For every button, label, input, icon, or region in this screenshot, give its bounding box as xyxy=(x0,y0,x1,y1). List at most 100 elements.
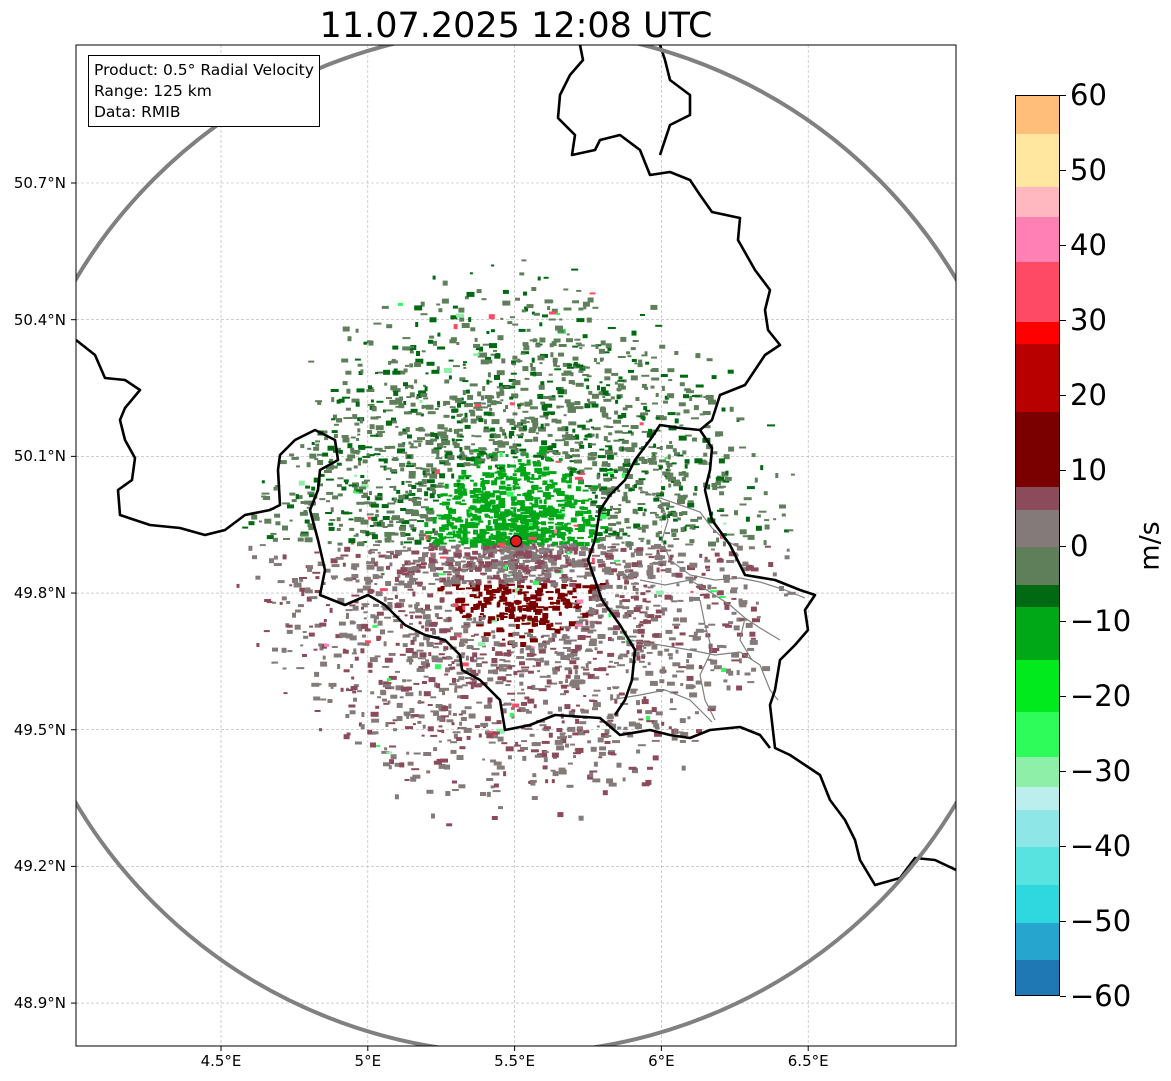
velocity-pixel xyxy=(495,353,501,356)
velocity-pixel xyxy=(608,782,617,787)
velocity-pixel xyxy=(441,501,450,506)
velocity-pixel xyxy=(445,561,454,567)
velocity-pixel xyxy=(602,790,608,796)
velocity-pixel xyxy=(653,723,660,728)
velocity-pixel xyxy=(568,639,577,642)
velocity-pixel xyxy=(499,658,506,661)
velocity-pixel xyxy=(472,537,479,540)
velocity-pixel xyxy=(488,439,495,442)
velocity-pixel xyxy=(557,503,566,507)
velocity-pixel xyxy=(488,535,492,540)
velocity-pixel xyxy=(368,669,373,673)
velocity-pixel xyxy=(485,730,490,735)
velocity-pixel xyxy=(647,662,651,666)
velocity-pixel xyxy=(716,476,725,481)
velocity-pixel xyxy=(607,637,612,641)
velocity-pixel xyxy=(504,554,511,559)
velocity-pixel xyxy=(289,492,296,496)
velocity-pixel xyxy=(549,343,554,348)
velocity-pixel xyxy=(493,434,501,438)
velocity-pixel xyxy=(557,736,562,740)
velocity-pixel xyxy=(460,717,467,721)
velocity-pixel xyxy=(543,757,548,763)
velocity-pixel xyxy=(474,725,480,729)
velocity-pixel xyxy=(602,390,609,396)
velocity-pixel xyxy=(413,440,418,443)
velocity-pixel xyxy=(567,495,574,501)
velocity-pixel xyxy=(341,486,347,491)
velocity-pixel xyxy=(601,489,608,495)
velocity-pixel xyxy=(451,473,455,479)
velocity-pixel xyxy=(560,738,567,744)
velocity-pixel xyxy=(487,520,491,525)
velocity-pixel xyxy=(386,551,395,553)
velocity-pixel xyxy=(679,617,687,623)
velocity-pixel xyxy=(658,594,663,597)
velocity-pixel xyxy=(472,514,478,518)
velocity-pixel xyxy=(561,477,567,483)
velocity-pixel xyxy=(739,604,747,608)
velocity-pixel xyxy=(601,585,606,590)
velocity-pixel xyxy=(561,377,566,382)
velocity-pixel xyxy=(502,513,510,517)
velocity-pixel xyxy=(517,358,521,363)
velocity-pixel xyxy=(411,550,420,555)
velocity-pixel xyxy=(315,440,320,443)
velocity-pixel xyxy=(531,417,539,423)
velocity-pixel xyxy=(567,726,576,732)
velocity-pixel xyxy=(477,515,481,521)
velocity-pixel xyxy=(624,580,630,585)
velocity-pixel xyxy=(547,544,551,548)
velocity-pixel xyxy=(346,388,351,394)
velocity-pixel xyxy=(459,317,465,322)
velocity-pixel xyxy=(464,552,471,557)
velocity-pixel xyxy=(572,381,576,385)
velocity-pixel xyxy=(613,452,618,456)
velocity-pixel xyxy=(405,692,414,697)
velocity-pixel xyxy=(310,596,318,600)
velocity-pixel xyxy=(502,638,505,641)
velocity-pixel xyxy=(385,581,392,586)
velocity-pixel xyxy=(594,596,598,602)
colorbar-segment xyxy=(1016,659,1059,713)
velocity-pixel xyxy=(500,666,504,672)
velocity-pixel xyxy=(307,491,315,495)
velocity-pixel xyxy=(543,552,547,558)
velocity-pixel xyxy=(455,605,463,611)
colorbar-tick-label: −50 xyxy=(1070,903,1132,938)
velocity-pixel xyxy=(638,486,643,490)
velocity-pixel xyxy=(610,474,615,478)
velocity-pixel xyxy=(387,630,394,633)
velocity-pixel xyxy=(422,724,426,729)
velocity-pixel xyxy=(356,624,362,630)
velocity-pixel xyxy=(622,462,631,467)
velocity-pixel xyxy=(467,394,474,400)
velocity-pixel xyxy=(494,354,501,359)
velocity-pixel xyxy=(440,758,448,763)
velocity-pixel xyxy=(590,532,596,535)
velocity-pixel xyxy=(484,513,489,517)
map-title: 11.07.2025 12:08 UTC xyxy=(319,6,713,46)
velocity-pixel xyxy=(470,479,474,482)
velocity-pixel xyxy=(466,555,472,560)
velocity-pixel xyxy=(605,528,608,534)
velocity-pixel xyxy=(520,506,528,512)
velocity-pixel xyxy=(325,478,334,481)
velocity-pixel xyxy=(547,521,554,524)
velocity-pixel xyxy=(483,588,489,591)
velocity-pixel xyxy=(510,559,518,562)
velocity-pixel xyxy=(673,728,677,734)
velocity-pixel xyxy=(639,447,644,450)
velocity-pixel xyxy=(342,381,348,386)
velocity-pixel xyxy=(363,642,370,646)
velocity-pixel xyxy=(459,721,463,726)
velocity-pixel xyxy=(404,779,410,781)
velocity-pixel xyxy=(647,586,654,589)
velocity-pixel xyxy=(582,334,588,339)
velocity-pixel xyxy=(473,343,481,348)
velocity-pixel xyxy=(715,431,724,437)
velocity-pixel xyxy=(451,545,457,549)
velocity-pixel xyxy=(352,690,357,694)
colorbar-segment xyxy=(1016,321,1059,345)
velocity-pixel xyxy=(342,562,346,567)
